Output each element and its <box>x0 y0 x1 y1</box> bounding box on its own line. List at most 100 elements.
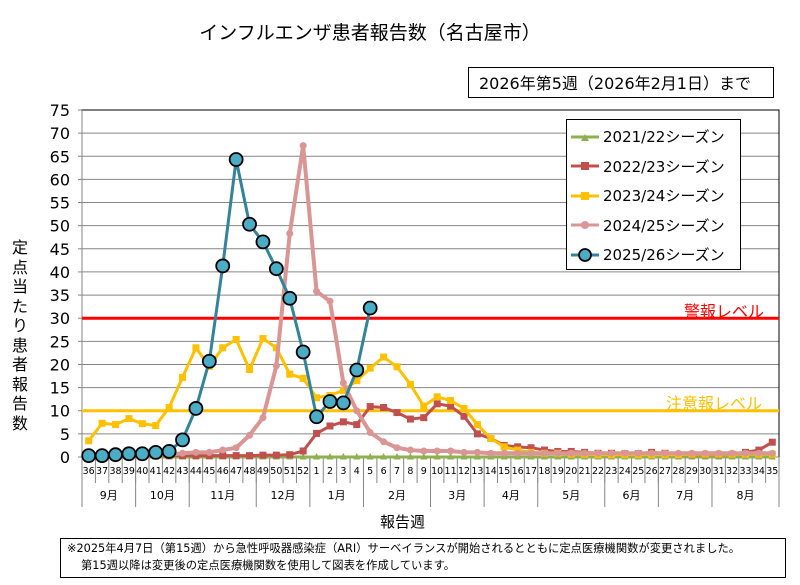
series-2025-26-point <box>282 290 298 306</box>
month-label: 8月 <box>736 489 754 502</box>
series-2024-25-point <box>554 449 562 457</box>
x-tick-label: 25 <box>632 466 644 477</box>
series-2023-24-point <box>366 364 374 372</box>
series-2025-26-point <box>121 446 137 462</box>
series-2023-24-point <box>500 443 508 451</box>
series-2024-25-point <box>621 449 629 457</box>
series-2024-25-point <box>380 438 388 446</box>
series-2024-25-point <box>192 448 200 456</box>
y-tick-label: 70 <box>50 124 70 143</box>
legend-item: 2022/23シーズン <box>567 152 740 182</box>
y-tick-label: 50 <box>50 217 70 236</box>
series-2024-25-point <box>393 444 401 452</box>
series-2024-25-point <box>219 446 227 454</box>
alarm-level-label: 警報レベル <box>684 302 765 321</box>
series-2024-25-point <box>447 447 455 455</box>
series-2022-23-point <box>406 415 414 423</box>
month-label: 6月 <box>623 489 641 502</box>
x-tick-label: 26 <box>646 466 658 477</box>
series-2024-25-point <box>594 449 602 457</box>
month-label: 3月 <box>448 489 466 502</box>
legend-label: 2021/22シーズン <box>603 128 725 147</box>
legend-item: 2021/22シーズン <box>567 122 740 152</box>
legend-label: 2025/26シーズン <box>603 246 725 265</box>
series-2024-25-point <box>688 449 696 457</box>
series-2023-24-point <box>259 335 267 343</box>
month-label: 5月 <box>562 489 580 502</box>
series-2024-25-point <box>460 448 468 456</box>
series-2024-25-line <box>88 143 773 457</box>
series-2025-26-point <box>362 300 378 316</box>
series-2024-25-point <box>634 449 642 457</box>
series-2024-25-point <box>674 449 682 457</box>
legend-item: 2023/24シーズン <box>567 181 740 211</box>
x-tick-label: 35 <box>766 466 778 477</box>
series-2022-23-point <box>353 421 361 429</box>
series-2024-25-point <box>741 449 749 457</box>
x-tick-label: 16 <box>512 466 524 477</box>
series-2025-26-point <box>201 353 217 369</box>
x-tick-label: 50 <box>270 466 282 477</box>
x-tick-label: 47 <box>230 466 242 477</box>
month-label: 1月 <box>328 489 346 502</box>
series-2022-23-point <box>473 430 481 438</box>
x-tick-label: 19 <box>552 466 564 477</box>
x-tick-label: 38 <box>109 466 121 477</box>
x-tick-label: 32 <box>726 466 738 477</box>
y-axis-label: 定点当たり患者報告数 <box>11 238 28 433</box>
series-2024-25-point <box>487 449 495 457</box>
series-2025-26-point <box>309 409 324 425</box>
x-tick-label: 2 <box>327 466 333 477</box>
y-tick-label: 10 <box>50 402 70 421</box>
series-2021-22-point <box>447 453 455 460</box>
x-tick-label: 7 <box>394 466 400 477</box>
series-2023-24-point <box>433 393 441 401</box>
x-tick-label: 28 <box>672 466 684 477</box>
series-2023-24-point <box>192 344 200 352</box>
series-2024-25-point <box>433 447 441 455</box>
series-2025-26-point <box>322 394 338 409</box>
y-tick-label: 65 <box>50 147 70 166</box>
x-tick-label: 6 <box>381 466 387 477</box>
series-2023-24-point <box>487 434 495 442</box>
series-2024-25-point <box>567 449 575 457</box>
x-tick-label: 43 <box>176 466 188 477</box>
month-label: 11月 <box>210 489 235 502</box>
series-2025-26-point <box>295 344 311 360</box>
legend-item: 2024/25シーズン <box>567 211 740 241</box>
series-2022-23-point <box>313 429 321 437</box>
series-2022-23-point <box>460 412 468 420</box>
series-2023-24-point <box>447 397 455 405</box>
series-2024-25-point <box>661 449 669 457</box>
series-2024-25-point <box>366 428 374 436</box>
series-2021-22-point <box>406 453 414 460</box>
y-tick-label: 5 <box>60 425 70 444</box>
x-tick-label: 13 <box>471 466 483 477</box>
series-2023-24-point <box>299 374 307 382</box>
series-2021-22-point <box>433 453 441 460</box>
series-2024-25-point <box>313 287 321 295</box>
series-2023-24-point <box>219 344 227 352</box>
series-2024-25-point <box>259 414 267 422</box>
date-note: 2026年第5週（2026年2月1日）まで <box>468 67 774 98</box>
series-2024-25-point <box>540 449 548 457</box>
x-tick-label: 8 <box>407 466 413 477</box>
series-2023-24-point <box>138 420 146 428</box>
series-2022-23-point <box>447 402 455 410</box>
series-2024-25-point <box>500 449 508 457</box>
x-tick-label: 11 <box>445 466 457 477</box>
legend-label: 2022/23シーズン <box>603 157 725 176</box>
y-tick-label: 60 <box>50 170 70 189</box>
series-2023-24-point <box>380 353 388 361</box>
series-2023-24-point <box>420 402 428 410</box>
series-2025-26-point <box>81 448 97 464</box>
y-tick-label: 20 <box>50 355 70 374</box>
series-2021-22-point <box>313 453 321 460</box>
x-tick-label: 52 <box>297 466 309 477</box>
series-2023-24-point <box>85 437 93 445</box>
x-tick-label: 1 <box>314 466 320 477</box>
series-2021-22-point <box>366 453 374 460</box>
series-2023-24-point <box>406 380 414 388</box>
